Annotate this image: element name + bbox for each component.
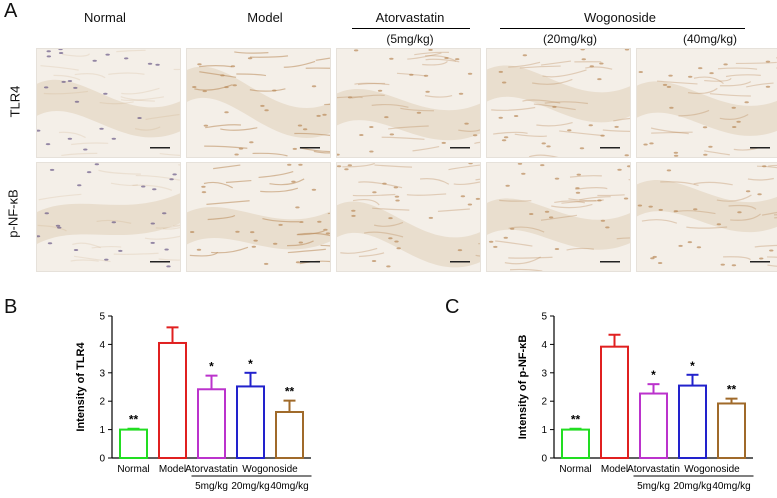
chart-b-ytick-label-3: 3 [99,368,105,379]
chart-c-ytick-label-4: 4 [541,340,547,351]
chart-b-bar-0 [119,428,148,460]
chart-c-bar-2 [639,392,668,459]
column-header-atorvastatin: Atorvastatin [375,10,445,25]
panel-label-a: A [4,0,18,22]
micrograph-pnfkb-model [186,162,331,272]
chart-b-bar-2 [197,388,226,459]
micrograph-tlr4-wogonoside-40 [636,48,777,158]
chart-c-ytick-label-2: 2 [541,397,547,408]
chart-b-significance-2: * [209,360,214,374]
chart-b-ytick-label-0: 0 [99,454,105,465]
dose-label-40: (40mg/kg) [682,32,738,46]
panel-label-c: C [445,296,460,318]
chart-c-significance-4: ** [727,383,737,397]
micrograph-tlr4-wogonoside-20 [486,48,631,158]
chart-c-ytick-label-5: 5 [541,312,547,323]
chart-c-significance-0: ** [571,413,581,427]
chart-b-category-label-1: Model [159,464,186,475]
chart-b-ytick-label-1: 1 [99,425,105,436]
chart-b-category-label-0: Normal [117,464,149,475]
column-header-wogonoside: Wogonoside [583,10,657,25]
dose-label-20: (20mg/kg) [542,32,598,46]
micrograph-pnfkb-wogonoside-20 [486,162,631,272]
chart-c-bar-1 [600,345,629,460]
chart-b-category-label-4: 40mg/kg [270,481,308,492]
chart-c-bar-3 [678,384,707,459]
chart-b-bar-4 [275,410,304,459]
micrograph-pnfkb-atorvastatin-5 [336,162,481,272]
chart-b-group-label-atorvastatin: Atorvastatin [185,464,238,475]
wogonoside-underline [500,28,745,29]
chart-c-ytick-label-0: 0 [541,454,547,465]
chart-c-ytick-label-1: 1 [541,425,547,436]
chart-b-ytick-label-5: 5 [99,312,105,323]
chart-b-category-label-2: 5mg/kg [195,481,228,492]
chart-c-category-label-1: Model [601,464,628,475]
chart-c-group-label-wogonoside: Wogonoside [684,464,740,475]
row-label-tlr4: TLR4 [7,85,23,118]
chart-c-significance-3: * [690,359,695,373]
chart-b-category-label-3: 20mg/kg [231,481,269,492]
chart-b-bar-3 [236,385,265,459]
chart-c-category-label-0: Normal [559,464,591,475]
chart-b-significance-3: * [248,357,253,371]
chart-b: 0 1 2 3 4 5 Intensity of TLR4 ** * * ** Normal Model… [20,300,340,493]
column-header-model: Model [247,10,283,25]
micrograph-tlr4-normal [36,48,181,158]
chart-c-ytick-label-3: 3 [541,368,547,379]
micrograph-tlr4-atorvastatin-5 [336,48,481,158]
row-label-pnfkb: p-NF-κB [5,189,21,238]
chart-b-ylabel: Intensity of TLR4 [75,342,87,432]
chart-c-significance-2: * [651,368,656,382]
atorvastatin-underline [352,28,470,29]
chart-b-bar-1 [158,341,187,459]
chart-c-bar-4 [717,402,746,459]
chart-c-ylabel: Intensity of p-NF-κB [517,335,529,440]
chart-c-category-label-2: 5mg/kg [637,481,670,492]
micrograph-pnfkb-wogonoside-40 [636,162,777,272]
chart-b-ytick-label-4: 4 [99,340,105,351]
panel-label-b: B [4,296,18,318]
chart-c-category-label-4: 40mg/kg [712,481,750,492]
chart-c-bar-0 [561,428,590,460]
dose-label-5: (5mg/kg) [386,32,434,46]
chart-b-ytick-label-2: 2 [99,397,105,408]
chart-b-group-label-wogonoside: Wogonoside [242,464,298,475]
micrograph-pnfkb-normal [36,162,181,272]
chart-c-group-label-atorvastatin: Atorvastatin [627,464,680,475]
chart-b-significance-0: ** [129,413,139,427]
chart-c: 0 1 2 3 4 5 Intensity of p-NF-κB ** * * ** Normal Mo… [462,300,777,493]
chart-b-significance-4: ** [285,385,295,399]
chart-c-category-label-3: 20mg/kg [673,481,711,492]
column-header-normal: Normal [84,10,126,25]
micrograph-tlr4-model [186,48,331,158]
